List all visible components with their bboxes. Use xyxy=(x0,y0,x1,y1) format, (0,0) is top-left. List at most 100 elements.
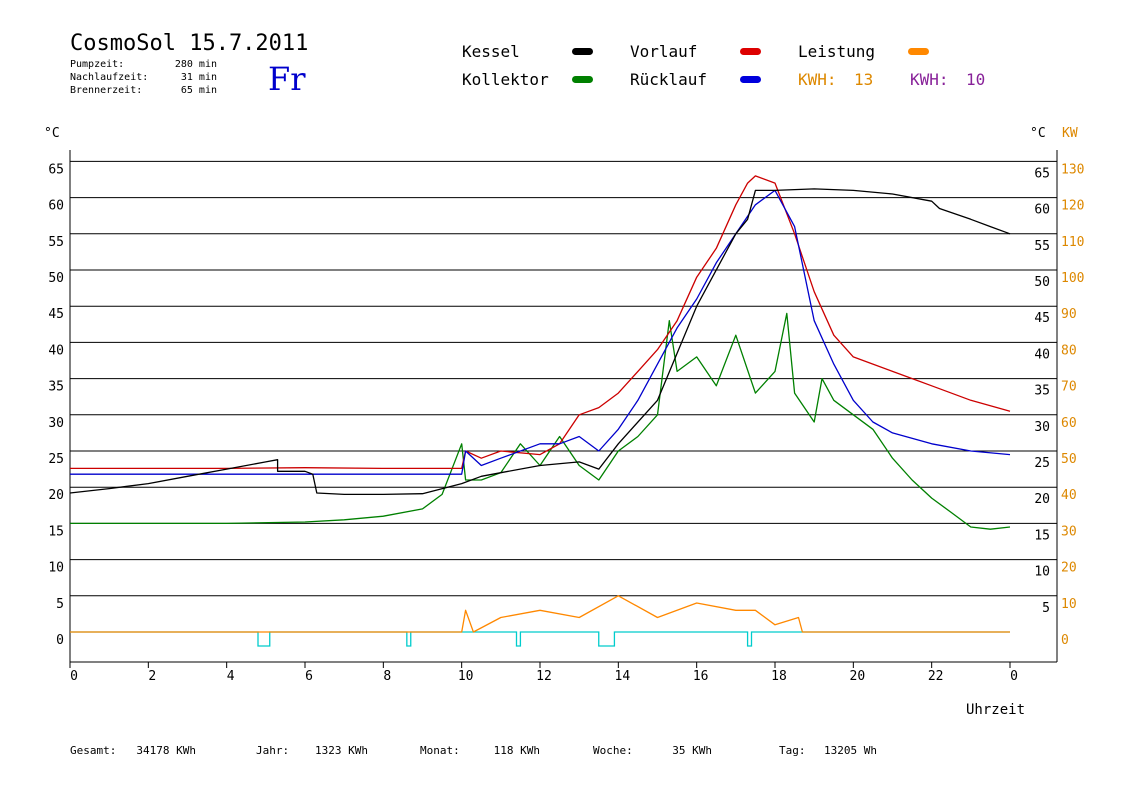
y-tick-label-right: 60 xyxy=(1034,203,1050,218)
x-axis-label: Uhrzeit xyxy=(966,702,1025,718)
footer-label: Monat: xyxy=(420,744,460,757)
x-tick-label: 20 xyxy=(850,669,866,684)
y-tick-label-kw: 100 xyxy=(1061,271,1084,286)
stats-block: Pumpzeit: 280 min Nachlaufzeit: 31 min Brenn… xyxy=(70,59,217,96)
x-tick-label: 4 xyxy=(227,669,235,684)
x-tick-label: 18 xyxy=(771,669,787,684)
y-tick-label-left: 10 xyxy=(48,561,64,576)
x-tick-label: 8 xyxy=(383,669,391,684)
y-tick-label-right: 55 xyxy=(1034,239,1050,254)
x-tick-label: 0 xyxy=(70,669,78,684)
series-line-leistung xyxy=(70,595,1010,633)
y-tick-label-left: 65 xyxy=(48,162,64,177)
y-tick-label-right: 35 xyxy=(1034,384,1050,399)
y-tick-label-left: 5 xyxy=(56,597,64,612)
y-tick-label-kw: 60 xyxy=(1061,416,1077,431)
axes xyxy=(69,150,1058,668)
legend-label: Kollektor xyxy=(462,70,549,89)
y-tick-label-left: 35 xyxy=(48,380,64,395)
footer-value: 34178 KWh xyxy=(136,744,196,757)
series-line-vorlauf xyxy=(70,175,1011,470)
y-tick-label-right: 40 xyxy=(1034,347,1050,362)
series-lines xyxy=(69,175,1011,647)
legend-swatch xyxy=(740,76,761,83)
kwh-value: 10 xyxy=(966,70,985,89)
y-tick-label-right: 25 xyxy=(1034,456,1050,471)
footer-value: 1323 KWh xyxy=(315,744,368,757)
y-tick-label-kw: 20 xyxy=(1061,561,1077,576)
y-tick-label-right: 30 xyxy=(1034,420,1050,435)
stat-label: Brennerzeit: xyxy=(70,85,142,96)
stat-value: 65 min xyxy=(181,85,217,96)
y-tick-label-kw: 50 xyxy=(1061,452,1077,467)
footer-value: 13205 Wh xyxy=(824,744,877,757)
legend-swatch xyxy=(908,48,929,55)
legend-label: Rücklauf xyxy=(630,70,707,89)
y-tick-label-right: 5 xyxy=(1042,601,1050,616)
stat-value: 280 min xyxy=(175,59,217,70)
y-tick-label-left: 20 xyxy=(48,488,64,503)
y-tick-label-kw: 80 xyxy=(1061,343,1077,358)
y-tick-label-kw: 90 xyxy=(1061,307,1077,322)
series-line-rücklauf xyxy=(70,189,1011,475)
y-tick-label-left: 0 xyxy=(56,633,64,648)
legend-label: Vorlauf xyxy=(630,42,697,61)
x-tick-label: 22 xyxy=(928,669,944,684)
legend-swatch xyxy=(572,48,593,55)
legend-swatch xyxy=(572,76,593,83)
y-tick-label-right: 20 xyxy=(1034,492,1050,507)
y-tick-label-kw: 120 xyxy=(1061,199,1084,214)
x-tick-label: 10 xyxy=(458,669,474,684)
y-tick-label-right: 45 xyxy=(1034,311,1050,326)
footer-totals: Gesamt: 34178 KWh Jahr: 1323 KWh Monat: 118 K… xyxy=(70,744,877,757)
y-tick-label-left: 15 xyxy=(48,524,64,539)
grid xyxy=(70,160,1057,597)
x-tick-label: 16 xyxy=(693,669,709,684)
y-tick-label-left: 45 xyxy=(48,307,64,322)
legend-swatch xyxy=(740,48,761,55)
y-tick-label-kw: 110 xyxy=(1061,235,1084,250)
y-tick-label-kw: 30 xyxy=(1061,524,1077,539)
x-tick-label: 2 xyxy=(148,669,156,684)
kwh-label: KWH: xyxy=(798,70,837,89)
footer-value: 118 KWh xyxy=(494,744,540,757)
y-axis-unit-left: °C xyxy=(44,126,60,141)
tick-labels: 0 2 4 6 8 10 12 14 16 18 20 22 005101520253035404550… xyxy=(48,162,1084,684)
y-tick-label-kw: 0 xyxy=(1061,633,1069,648)
stat-value: 31 min xyxy=(181,72,217,83)
y-axis-unit-right: °C xyxy=(1030,126,1046,141)
y-tick-label-right: 10 xyxy=(1034,565,1050,580)
y-tick-label-right: 50 xyxy=(1034,275,1050,290)
y-tick-label-left: 25 xyxy=(48,452,64,467)
x-tick-label: 6 xyxy=(305,669,313,684)
y-tick-label-kw: 40 xyxy=(1061,488,1077,503)
day-label: Fr xyxy=(268,60,306,98)
x-tick-label: 0 xyxy=(1010,669,1018,684)
kwh-label: KWH: xyxy=(910,70,949,89)
pump-indicator xyxy=(70,631,1010,647)
stat-label: Pumpzeit: xyxy=(70,59,124,70)
footer-label: Tag: xyxy=(779,744,806,757)
footer-value: 35 KWh xyxy=(672,744,712,757)
series-line-kollektor xyxy=(70,312,1011,530)
y-axis-unit-kw: KW xyxy=(1062,126,1078,141)
legend-label: Leistung xyxy=(798,42,875,61)
stat-label: Nachlaufzeit: xyxy=(70,72,148,83)
legend: Kessel Vorlauf Leistung Kollektor Rücklauf KW… xyxy=(462,42,985,89)
y-tick-label-left: 40 xyxy=(48,343,64,358)
footer-label: Jahr: xyxy=(256,744,289,757)
y-tick-label-kw: 70 xyxy=(1061,380,1077,395)
chart-title: CosmoSol 15.7.2011 xyxy=(70,31,308,56)
footer-label: Woche: xyxy=(593,744,633,757)
legend-label: Kessel xyxy=(462,42,520,61)
footer-label: Gesamt: xyxy=(70,744,116,757)
x-tick-label: 14 xyxy=(615,669,631,684)
x-tick-label: 12 xyxy=(536,669,552,684)
kwh-value: 13 xyxy=(854,70,873,89)
y-tick-label-left: 60 xyxy=(48,199,64,214)
y-tick-label-kw: 130 xyxy=(1061,162,1084,177)
y-tick-label-left: 55 xyxy=(48,235,64,250)
y-tick-label-right: 15 xyxy=(1034,528,1050,543)
y-tick-label-kw: 10 xyxy=(1061,597,1077,612)
